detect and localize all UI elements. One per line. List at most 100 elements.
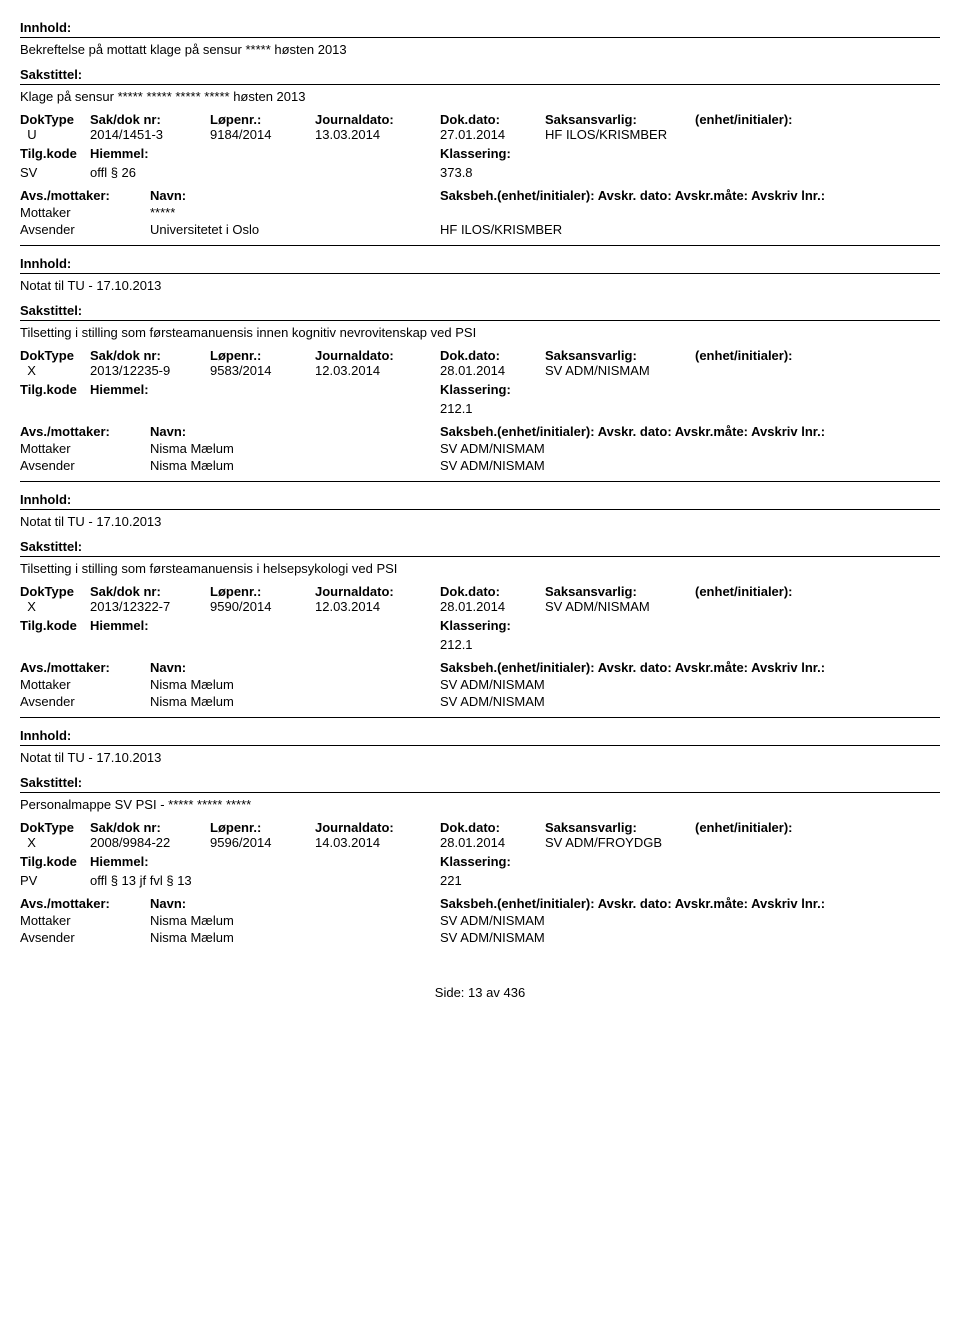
sakstittel-label: Sakstittel:: [20, 539, 940, 557]
saksbeh-avskr-labels: Saksbeh.(enhet/initialer): Avskr. dato: …: [440, 660, 940, 675]
party-name: Nisma Mælum: [150, 913, 440, 928]
party-header-row: Avs./mottaker:Navn:Saksbeh.(enhet/initia…: [20, 424, 940, 439]
innhold-label: Innhold:: [20, 256, 940, 274]
hjemmel-label: Hiemmel:: [90, 146, 149, 161]
journaldato-header: Journaldato:: [315, 820, 440, 835]
doktype-value: X: [20, 835, 90, 850]
party-saksbeh: SV ADM/NISMAM: [440, 930, 940, 945]
klassering-label: Klassering:: [440, 146, 940, 161]
saknr-header: Sak/dok nr:: [90, 820, 210, 835]
innhold-label: Innhold:: [20, 492, 940, 510]
dokdato-header: Dok.dato:: [440, 820, 545, 835]
enhet-value: [695, 599, 940, 614]
sakstittel-label: Sakstittel:: [20, 775, 940, 793]
record-divider: [20, 717, 940, 718]
enhet-header: (enhet/initialer):: [695, 348, 940, 363]
saksbeh-avskr-labels: Saksbeh.(enhet/initialer): Avskr. dato: …: [440, 424, 940, 439]
dokdato-value: 28.01.2014: [440, 599, 545, 614]
party-row: Mottaker*****: [20, 205, 940, 220]
party-saksbeh: SV ADM/NISMAM: [440, 694, 940, 709]
saknr-header: Sak/dok nr:: [90, 348, 210, 363]
saknr-value: 2013/12235-9: [90, 363, 210, 378]
saksansvarlig-value: SV ADM/FROYDGB: [545, 835, 695, 850]
party-role: Mottaker: [20, 913, 150, 928]
saksbeh-avskr-labels: Saksbeh.(enhet/initialer): Avskr. dato: …: [440, 896, 940, 911]
hjemmel-value: offl § 26: [90, 165, 136, 180]
enhet-header: (enhet/initialer):: [695, 820, 940, 835]
hjemmel-label: Hiemmel:: [90, 854, 149, 869]
innhold-text: Notat til TU - 17.10.2013: [20, 514, 940, 529]
party-saksbeh: HF ILOS/KRISMBER: [440, 222, 940, 237]
doktype-header: DokType: [20, 584, 90, 599]
party-role: Mottaker: [20, 441, 150, 456]
party-header-row: Avs./mottaker:Navn:Saksbeh.(enhet/initia…: [20, 188, 940, 203]
party-header-row: Avs./mottaker:Navn:Saksbeh.(enhet/initia…: [20, 660, 940, 675]
journal-data-row: X2013/12235-99583/201412.03.201428.01.20…: [20, 363, 940, 378]
party-role: Avsender: [20, 458, 150, 473]
tilgkode-value: SV: [20, 165, 90, 180]
party-row: AvsenderNisma MælumSV ADM/NISMAM: [20, 694, 940, 709]
tilgkode-value: [20, 401, 90, 416]
page-total: 436: [504, 985, 526, 1000]
journal-header-row: DokTypeSak/dok nr:Løpenr.:Journaldato:Do…: [20, 112, 940, 127]
dokdato-header: Dok.dato:: [440, 112, 545, 127]
party-role: Avsender: [20, 222, 150, 237]
party-saksbeh: SV ADM/NISMAM: [440, 441, 940, 456]
doktype-value: U: [20, 127, 90, 142]
journal-record: Innhold: Bekreftelse på mottatt klage på …: [20, 20, 940, 237]
saksbeh-avskr-labels: Saksbeh.(enhet/initialer): Avskr. dato: …: [440, 188, 940, 203]
tilgkode-label: Tilg.kode: [20, 382, 90, 397]
meta-header-row: Tilg.kodeHiemmel:Klassering:: [20, 146, 940, 161]
journaldato-header: Journaldato:: [315, 112, 440, 127]
saksansvarlig-value: HF ILOS/KRISMBER: [545, 127, 695, 142]
tilgkode-value: PV: [20, 873, 90, 888]
enhet-header: (enhet/initialer):: [695, 584, 940, 599]
enhet-value: [695, 363, 940, 378]
party-role: Avsender: [20, 694, 150, 709]
navn-label: Navn:: [150, 188, 440, 203]
lopenr-header: Løpenr.:: [210, 584, 315, 599]
klassering-label: Klassering:: [440, 382, 940, 397]
dokdato-value: 28.01.2014: [440, 835, 545, 850]
navn-label: Navn:: [150, 896, 440, 911]
meta-header-row: Tilg.kodeHiemmel:Klassering:: [20, 854, 940, 869]
tilgkode-label: Tilg.kode: [20, 854, 90, 869]
navn-label: Navn:: [150, 660, 440, 675]
innhold-text: Bekreftelse på mottatt klage på sensur *…: [20, 42, 940, 57]
party-row: MottakerNisma MælumSV ADM/NISMAM: [20, 913, 940, 928]
tilgkode-value: [20, 637, 90, 652]
saknr-value: 2013/12322-7: [90, 599, 210, 614]
lopenr-header: Løpenr.:: [210, 112, 315, 127]
navn-label: Navn:: [150, 424, 440, 439]
klassering-value: 373.8: [440, 165, 940, 180]
saksansvarlig-value: SV ADM/NISMAM: [545, 363, 695, 378]
side-label: Side:: [435, 985, 465, 1000]
party-name: *****: [150, 205, 440, 220]
saknr-value: 2008/9984-22: [90, 835, 210, 850]
party-name: Universitetet i Oslo: [150, 222, 440, 237]
journaldato-value: 12.03.2014: [315, 599, 440, 614]
lopenr-value: 9590/2014: [210, 599, 315, 614]
journal-header-row: DokTypeSak/dok nr:Løpenr.:Journaldato:Do…: [20, 584, 940, 599]
party-row: AvsenderUniversitetet i OsloHF ILOS/KRIS…: [20, 222, 940, 237]
saknr-value: 2014/1451-3: [90, 127, 210, 142]
dokdato-header: Dok.dato:: [440, 584, 545, 599]
saknr-header: Sak/dok nr:: [90, 584, 210, 599]
party-saksbeh: SV ADM/NISMAM: [440, 458, 940, 473]
meta-value-row: 212.1: [20, 637, 940, 652]
innhold-label: Innhold:: [20, 728, 940, 746]
innhold-text: Notat til TU - 17.10.2013: [20, 750, 940, 765]
enhet-value: [695, 127, 940, 142]
meta-value-row: SVoffl § 26 373.8: [20, 165, 940, 180]
enhet-header: (enhet/initialer):: [695, 112, 940, 127]
journaldato-header: Journaldato:: [315, 348, 440, 363]
journaldato-value: 13.03.2014: [315, 127, 440, 142]
journaldato-value: 12.03.2014: [315, 363, 440, 378]
klassering-value: 212.1: [440, 401, 940, 416]
party-name: Nisma Mælum: [150, 694, 440, 709]
klassering-label: Klassering:: [440, 618, 940, 633]
party-role: Avsender: [20, 930, 150, 945]
lopenr-header: Løpenr.:: [210, 820, 315, 835]
innhold-label: Innhold:: [20, 20, 940, 38]
dokdato-value: 27.01.2014: [440, 127, 545, 142]
